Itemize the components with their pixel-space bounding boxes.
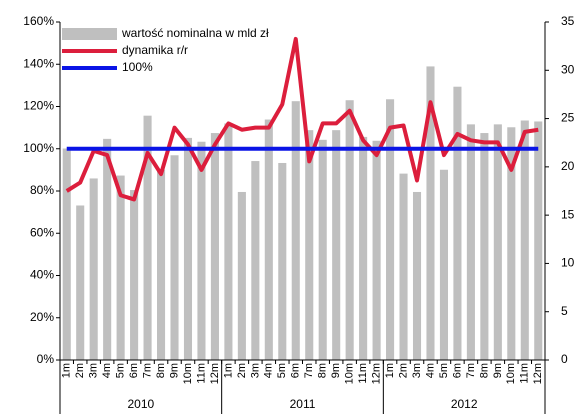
- y-tick-label: 80%: [30, 183, 54, 197]
- x-tick-label: 4m: [424, 363, 436, 378]
- legend-swatch: [62, 28, 117, 40]
- bar: [534, 121, 543, 361]
- x-tick-label: 12m: [532, 363, 544, 384]
- y2-tick-label: 30: [561, 62, 575, 76]
- x-tick-label: 2m: [236, 363, 248, 378]
- bar: [210, 133, 219, 360]
- x-tick-label: 10m: [505, 363, 517, 384]
- x-tick-label: 1m: [61, 363, 73, 378]
- bar: [251, 161, 260, 360]
- bar: [399, 173, 408, 360]
- bar: [197, 141, 206, 360]
- y-tick-label: 0%: [37, 352, 55, 366]
- x-tick-label: 7m: [303, 363, 315, 378]
- x-tick-label: 8m: [478, 363, 490, 378]
- y2-tick-label: 25: [561, 111, 575, 125]
- x-tick-label: 11m: [195, 363, 207, 384]
- x-tick-label: 10m: [182, 363, 194, 384]
- bar: [439, 169, 448, 360]
- x-tick-label: 9m: [168, 363, 180, 378]
- x-tick-label: 1m: [384, 363, 396, 378]
- x-tick-label: 8m: [155, 363, 167, 378]
- bar: [507, 127, 516, 361]
- x-tick-label: 9m: [330, 363, 342, 378]
- bar: [493, 124, 502, 360]
- bar: [62, 148, 71, 360]
- bar: [480, 133, 489, 360]
- bar: [453, 86, 462, 361]
- y2-tick-label: 10: [561, 256, 575, 270]
- bar: [520, 120, 529, 360]
- bar: [157, 169, 166, 360]
- bar: [237, 191, 246, 360]
- x-tick-label: 7m: [141, 363, 153, 378]
- bar: [332, 130, 341, 360]
- y-tick-label: 60%: [30, 225, 54, 239]
- bar: [143, 115, 152, 360]
- y-tick-label: 160%: [23, 14, 54, 28]
- x-tick-label: 9m: [492, 363, 504, 378]
- bar: [426, 66, 435, 361]
- x-tick-label: 7m: [465, 363, 477, 378]
- bar: [318, 139, 327, 360]
- bar: [372, 140, 381, 360]
- x-tick-label: 11m: [519, 363, 531, 384]
- bar: [466, 124, 475, 360]
- x-tick-label: 5m: [438, 363, 450, 378]
- y-tick-label: 140%: [23, 56, 54, 70]
- x-tick-label: 3m: [411, 363, 423, 378]
- x-tick-label: 5m: [276, 363, 288, 378]
- x-tick-label: 6m: [451, 363, 463, 378]
- legend-label: dynamika r/r: [122, 43, 188, 57]
- x-tick-label: 2m: [397, 363, 409, 378]
- x-tick-label: 12m: [209, 363, 221, 384]
- group-label: 2011: [290, 397, 316, 411]
- bar: [278, 162, 287, 360]
- bar: [76, 205, 85, 360]
- x-tick-label: 10m: [344, 363, 356, 384]
- bar: [264, 119, 273, 360]
- y-tick-label: 100%: [23, 141, 54, 155]
- bar: [386, 99, 395, 360]
- y-tick-label: 120%: [23, 99, 54, 113]
- x-tick-label: 1m: [222, 363, 234, 378]
- bar: [89, 178, 98, 360]
- y2-tick-label: 0: [561, 352, 568, 366]
- group-label: 2012: [451, 397, 478, 411]
- x-tick-label: 3m: [88, 363, 100, 378]
- bar: [412, 191, 422, 360]
- x-tick-label: 6m: [128, 363, 140, 378]
- bar: [103, 138, 112, 360]
- bar: [224, 123, 233, 361]
- bar: [291, 101, 300, 360]
- x-tick-label: 3m: [249, 363, 261, 378]
- x-tick-label: 8m: [317, 363, 329, 378]
- group-label: 2010: [127, 397, 154, 411]
- x-tick-label: 11m: [357, 363, 369, 384]
- bar: [345, 100, 354, 361]
- bar: [170, 155, 179, 360]
- bar: [130, 190, 139, 360]
- y-tick-label: 40%: [30, 268, 54, 282]
- y2-tick-label: 20: [561, 159, 575, 173]
- bar: [305, 130, 314, 360]
- y-tick-label: 20%: [30, 310, 54, 324]
- bar: [359, 136, 368, 360]
- bar: [116, 175, 125, 360]
- bar: [183, 137, 193, 360]
- x-tick-label: 12m: [371, 363, 383, 384]
- x-tick-label: 2m: [74, 363, 86, 378]
- line: [65, 36, 539, 202]
- y2-tick-label: 15: [561, 207, 575, 221]
- y2-tick-label: 35: [561, 14, 575, 28]
- x-tick-label: 4m: [263, 363, 275, 378]
- legend-label: 100%: [122, 60, 153, 74]
- y2-tick-label: 5: [561, 304, 568, 318]
- x-tick-label: 4m: [101, 363, 113, 378]
- x-tick-label: 5m: [115, 363, 127, 378]
- legend-label: wartość nominalna w mld zł: [121, 26, 269, 40]
- x-tick-label: 6m: [290, 363, 302, 378]
